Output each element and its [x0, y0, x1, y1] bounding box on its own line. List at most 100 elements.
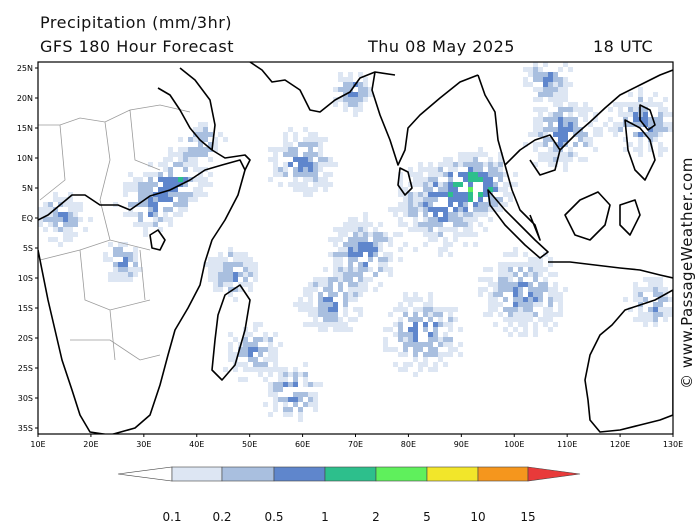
- precip-cell: [338, 237, 343, 242]
- precip-cell: [458, 197, 463, 202]
- precip-cell: [563, 82, 568, 87]
- precip-cell: [403, 297, 408, 302]
- precip-cell: [63, 232, 68, 237]
- precip-cell: [638, 297, 643, 302]
- precip-cell: [418, 207, 423, 212]
- precip-cell: [423, 217, 428, 222]
- precip-cell: [598, 132, 603, 137]
- precip-cell: [558, 302, 563, 307]
- precip-cell: [208, 157, 213, 162]
- precip-cell: [358, 247, 363, 252]
- lat-tick-label: EQ: [22, 214, 33, 223]
- precip-cell: [518, 322, 523, 327]
- precip-cell: [478, 147, 483, 152]
- precip-cell: [533, 327, 538, 332]
- precip-cell: [188, 192, 193, 197]
- precip-cell: [443, 207, 448, 212]
- precip-cell: [643, 287, 648, 292]
- precip-cell: [428, 332, 433, 337]
- precip-cell: [303, 162, 308, 167]
- precip-cell: [338, 277, 343, 282]
- precip-cell: [178, 157, 183, 162]
- precip-cell: [218, 282, 223, 287]
- precip-cell: [423, 187, 428, 192]
- precip-cell: [458, 162, 463, 167]
- precip-cell: [308, 137, 313, 142]
- precip-cell: [368, 232, 373, 237]
- precip-cell: [558, 77, 563, 82]
- precip-cell: [203, 177, 208, 182]
- precip-cell: [233, 277, 238, 282]
- precip-cell: [353, 227, 358, 232]
- precip-cell: [303, 372, 308, 377]
- precip-cell: [283, 412, 288, 417]
- precip-cell: [553, 147, 558, 152]
- lon-tick-label: 50E: [242, 440, 257, 449]
- precip-cell: [313, 317, 318, 322]
- precip-cell: [413, 372, 418, 377]
- precip-cell: [648, 132, 653, 137]
- precip-cell: [448, 337, 453, 342]
- precip-cell: [413, 207, 418, 212]
- precip-cell: [138, 202, 143, 207]
- precip-cell: [223, 137, 228, 142]
- precip-cell: [193, 157, 198, 162]
- precip-cell: [293, 302, 298, 307]
- precip-cell: [513, 247, 518, 252]
- precip-cell: [658, 147, 663, 152]
- precip-cell: [478, 152, 483, 157]
- precip-cell: [518, 302, 523, 307]
- precip-cell: [653, 317, 658, 322]
- precip-cell: [533, 62, 538, 67]
- precip-cell: [243, 267, 248, 272]
- precip-cell: [148, 177, 153, 182]
- precip-cell: [488, 302, 493, 307]
- precip-cell: [253, 347, 258, 352]
- precip-cell: [343, 87, 348, 92]
- precip-cell: [463, 222, 468, 227]
- precip-cell: [333, 242, 338, 247]
- precip-cell: [438, 192, 443, 197]
- precip-cell: [318, 322, 323, 327]
- precip-cell: [178, 207, 183, 212]
- precip-cell: [188, 162, 193, 167]
- colorbar-segment: [221, 466, 275, 482]
- precip-cell: [388, 347, 393, 352]
- precip-cell: [543, 82, 548, 87]
- precip-cell: [468, 217, 473, 222]
- precip-cell: [298, 302, 303, 307]
- precip-cell: [88, 217, 93, 222]
- precip-cell: [368, 252, 373, 257]
- precip-cell: [358, 272, 363, 277]
- lat-tick-label: 5N: [22, 184, 33, 193]
- precip-cell: [548, 162, 553, 167]
- precip-cell: [283, 402, 288, 407]
- precip-cell: [113, 272, 118, 277]
- precip-cell: [193, 167, 198, 172]
- precip-cell: [308, 397, 313, 402]
- precip-cell: [533, 262, 538, 267]
- precip-cell: [208, 267, 213, 272]
- precip-cell: [453, 232, 458, 237]
- precip-cell: [433, 217, 438, 222]
- precip-cell: [478, 192, 483, 197]
- precip-cell: [203, 152, 208, 157]
- precip-cell: [358, 237, 363, 242]
- precip-cell: [633, 132, 638, 137]
- precip-cell: [133, 182, 138, 187]
- precip-cell: [183, 197, 188, 202]
- precip-cell: [213, 142, 218, 147]
- precip-cell: [338, 282, 343, 287]
- precip-cell: [413, 347, 418, 352]
- precip-cell: [483, 187, 488, 192]
- precip-cell: [343, 267, 348, 272]
- precip-cell: [163, 217, 168, 222]
- precip-cell: [663, 112, 668, 117]
- precip-cell: [443, 172, 448, 177]
- precip-cell: [313, 182, 318, 187]
- precip-cell: [343, 247, 348, 252]
- precip-cell: [408, 302, 413, 307]
- precip-cell: [283, 377, 288, 382]
- precip-cell: [408, 202, 413, 207]
- precip-cell: [418, 192, 423, 197]
